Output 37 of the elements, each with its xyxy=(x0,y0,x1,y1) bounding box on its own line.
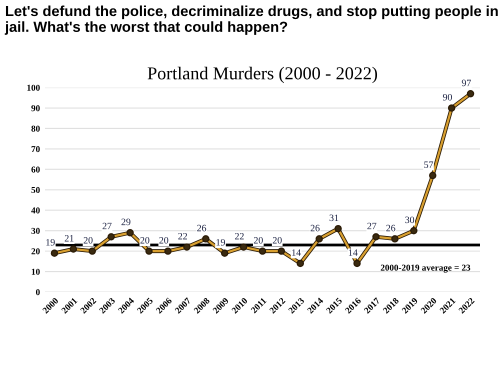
text: Let's defund the police, decriminalize drugs, and stop putting people in jail. What's the worst that could happen? xyxy=(4,5,498,35)
y-tick-label: 10 xyxy=(32,268,40,275)
y-tick-label: 70 xyxy=(32,146,40,152)
y-tick-label: 40 xyxy=(31,207,40,214)
data-label: 20 xyxy=(159,237,168,244)
y-tick-label: 100 xyxy=(27,84,40,91)
data-label: 20 xyxy=(272,237,282,244)
y-tick-label: 30 xyxy=(31,228,40,234)
chart-title: Portland Murders (2000 - 2022) xyxy=(148,66,378,84)
data-label: 14 xyxy=(292,249,301,256)
data-label: 20 xyxy=(84,237,93,244)
data-label: 97 xyxy=(462,80,471,86)
data-label: 14 xyxy=(348,249,358,256)
data-label: 22 xyxy=(234,232,244,240)
data-label: 19 xyxy=(46,239,55,246)
data-label: 26 xyxy=(310,224,320,232)
data-label: 26 xyxy=(386,224,396,232)
data-label: 27 xyxy=(102,222,112,230)
y-tick-label: 0 xyxy=(36,289,40,296)
data-label: 31 xyxy=(330,214,338,222)
data-label: 20 xyxy=(254,237,263,244)
y-tick-label: 60 xyxy=(31,166,40,173)
data-label: 29 xyxy=(122,218,130,226)
data-label: 21 xyxy=(64,235,74,242)
data-label: 90 xyxy=(442,94,452,101)
data-label: 26 xyxy=(197,224,206,232)
data-label: 27 xyxy=(367,222,376,230)
ref-line-label: 2000-2019 average = 23 xyxy=(380,264,470,273)
data-label: 22 xyxy=(178,232,188,240)
data-label: 57 xyxy=(424,162,434,168)
y-tick-label: 20 xyxy=(31,248,40,254)
data-label: 30 xyxy=(405,216,414,224)
y-tick-label: 50 xyxy=(31,186,40,194)
data-label: 20 xyxy=(140,237,150,244)
y-tick-label: 80 xyxy=(31,126,40,132)
y-tick-label: 90 xyxy=(31,105,40,112)
data-label: 19 xyxy=(216,239,225,246)
